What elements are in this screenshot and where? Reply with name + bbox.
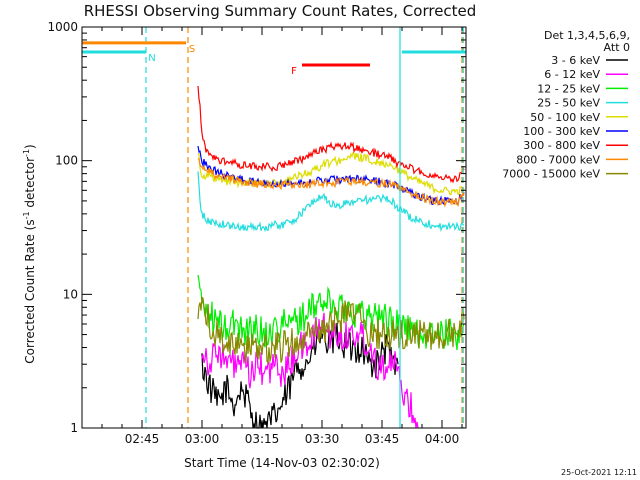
x-tick-label-0: 02:45 <box>125 432 160 446</box>
x-tick-label-5: 04:00 <box>425 432 460 446</box>
series-line-3 <box>197 171 465 233</box>
y-axis-label-end: ) <box>23 144 37 149</box>
series-line-4 <box>197 151 465 196</box>
series-line-8 <box>197 296 465 366</box>
series-line-0 <box>201 322 399 429</box>
plot-frame <box>81 26 467 429</box>
footer-date: 25-Oct-2021 12:11 <box>561 468 637 477</box>
x-axis-label: Start Time (14-Nov-03 02:30:02) <box>184 456 380 470</box>
legend-label-3: 25 - 50 keV <box>537 97 600 110</box>
y-axis-label-sup2: -1 <box>22 149 31 157</box>
series-line-5 <box>197 145 465 206</box>
legend-label-0: 3 - 6 keV <box>551 54 600 67</box>
legend-label-8: 7000 - 15000 keV <box>502 168 600 181</box>
x-tick-label-1: 03:00 <box>185 432 220 446</box>
legend-label-5: 100 - 300 keV <box>523 125 600 138</box>
x-tick-label-2: 03:15 <box>245 432 280 446</box>
y-axis-label-main: Corrected Count Rate (s <box>23 219 37 363</box>
legend-label-4: 50 - 100 keV <box>530 111 600 124</box>
legend-label-2: 12 - 25 keV <box>537 82 600 95</box>
legend-label-7: 800 - 7000 keV <box>516 153 600 166</box>
y-axis-label: Corrected Count Rate (s-1 detector-1) <box>22 144 37 363</box>
flags-layer: N S F <box>82 27 466 428</box>
series-line-6 <box>197 85 465 184</box>
flag-label-0: N <box>148 53 155 64</box>
x-tick-label-4: 03:45 <box>365 432 400 446</box>
chart-title: RHESSI Observing Summary Count Rates, Co… <box>84 2 477 20</box>
axes-layer: 02:45 03:00 03:15 03:30 03:45 04:00 1 10 100 1000 <box>47 20 466 446</box>
legend-label-6: 300 - 800 keV <box>523 139 600 152</box>
legend-header-2: Att 0 <box>604 41 630 54</box>
flag-label-1: S <box>189 44 195 55</box>
y-tick-label-3: 1000 <box>47 20 78 34</box>
legend-header-1: Det 1,3,4,5,6,9, <box>544 29 630 42</box>
x-tick-label-3: 03:30 <box>305 432 340 446</box>
series-layer <box>197 85 465 429</box>
y-tick-label-0: 1 <box>70 421 78 435</box>
y-axis-label-sup1: -1 <box>22 211 31 219</box>
legend-label-1: 6 - 12 keV <box>544 68 600 81</box>
y-tick-label-2: 100 <box>55 154 78 168</box>
y-tick-label-1: 10 <box>63 287 78 301</box>
series-line-7 <box>197 158 465 208</box>
y-axis-label-mid: detector <box>23 157 37 212</box>
series-line-1 <box>201 312 419 429</box>
flag-label-2: F <box>291 66 297 77</box>
